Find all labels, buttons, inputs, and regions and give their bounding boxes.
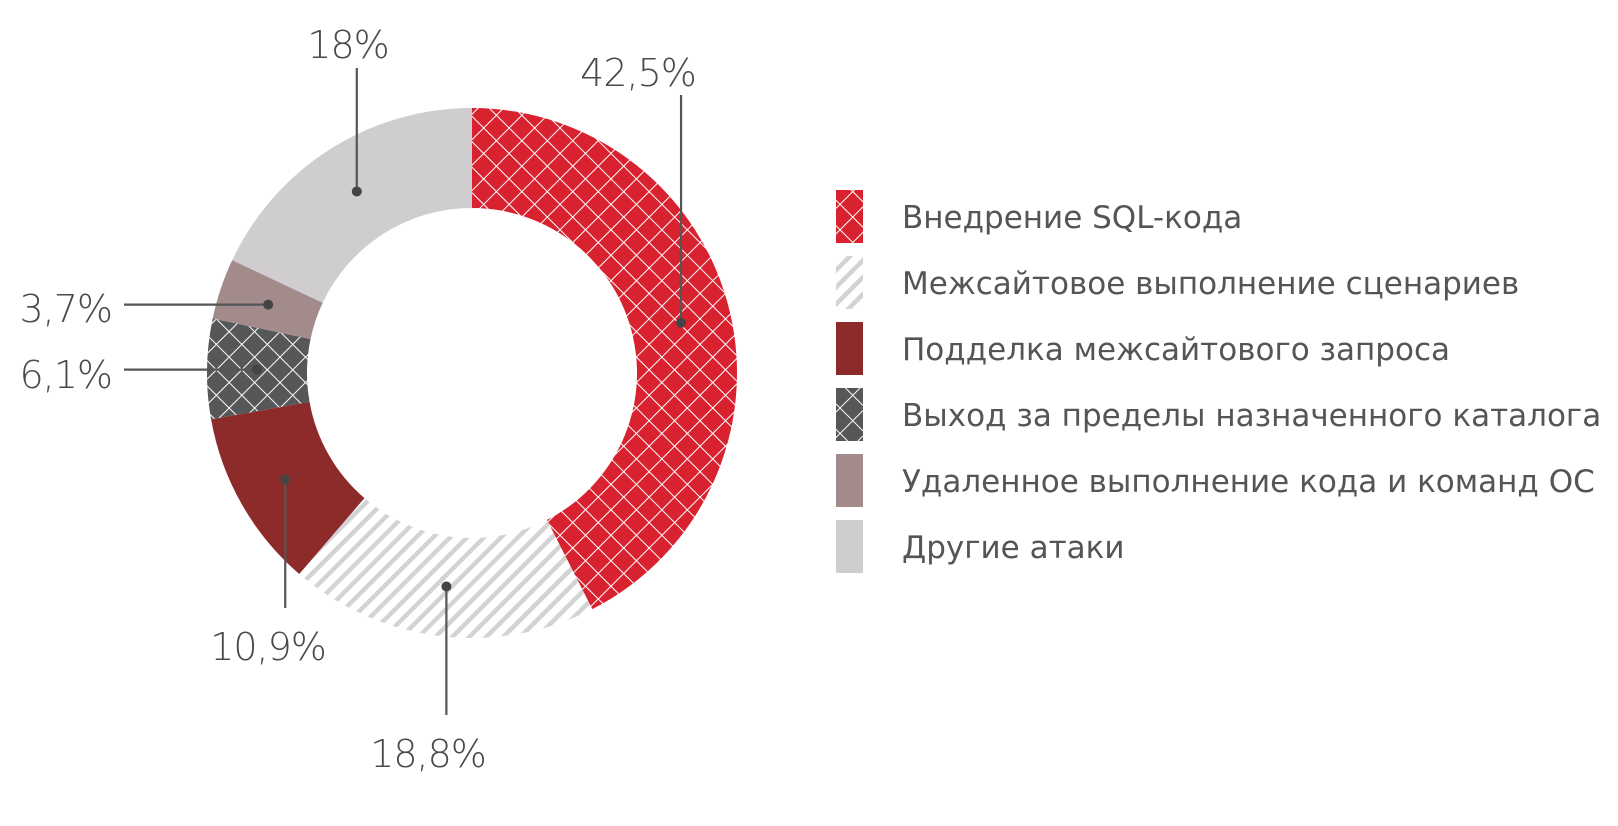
legend-label-other-attacks: Другие атаки — [902, 530, 1125, 566]
slice-rce — [212, 260, 323, 340]
slice-other-attacks — [232, 108, 472, 303]
legend: Внедрение SQL-кода Межсайтовое выполнение… — [836, 190, 1601, 573]
legend-label-rce: Удаленное выполнение кода и команд ОС — [902, 464, 1595, 500]
slice-csrf — [211, 401, 365, 574]
data-label-csrf: 10,9% — [210, 625, 326, 669]
legend-swatch-xss — [836, 256, 863, 309]
leader-dot-sql-injection — [676, 317, 687, 328]
leader-dot-rce — [263, 299, 274, 310]
data-label-sql-injection: 42,5% — [580, 51, 696, 95]
data-label-other-attacks: 18% — [307, 23, 388, 67]
data-label-xss: 18,8% — [370, 732, 486, 776]
data-label-rce: 3,7% — [19, 287, 112, 331]
slice-sql-injection — [472, 108, 737, 610]
legend-swatch-sql-injection — [836, 190, 863, 243]
percentage-labels: 42,5% 18,8% 10,9% 6,1% 3,7% 18% — [19, 23, 696, 776]
legend-label-xss: Межсайтовое выполнение сценариев — [902, 266, 1519, 302]
legend-swatch-other-attacks — [836, 520, 863, 573]
leader-dot-other-attacks — [351, 186, 362, 197]
legend-label-path-traversal: Выход за пределы назначенного каталога — [902, 398, 1601, 434]
leader-dot-path-traversal — [252, 364, 263, 375]
data-label-path-traversal: 6,1% — [19, 353, 112, 397]
legend-label-sql-injection: Внедрение SQL-кода — [902, 200, 1242, 236]
legend-label-csrf: Подделка межсайтового запроса — [902, 332, 1450, 368]
leader-dot-csrf — [280, 474, 291, 485]
slice-xss — [299, 498, 593, 638]
leader-dot-xss — [441, 581, 452, 592]
donut-slices — [206, 108, 737, 638]
legend-swatch-csrf — [836, 322, 863, 375]
legend-swatch-rce — [836, 454, 863, 507]
legend-swatch-path-traversal — [836, 388, 863, 441]
leader-lines — [124, 68, 687, 715]
